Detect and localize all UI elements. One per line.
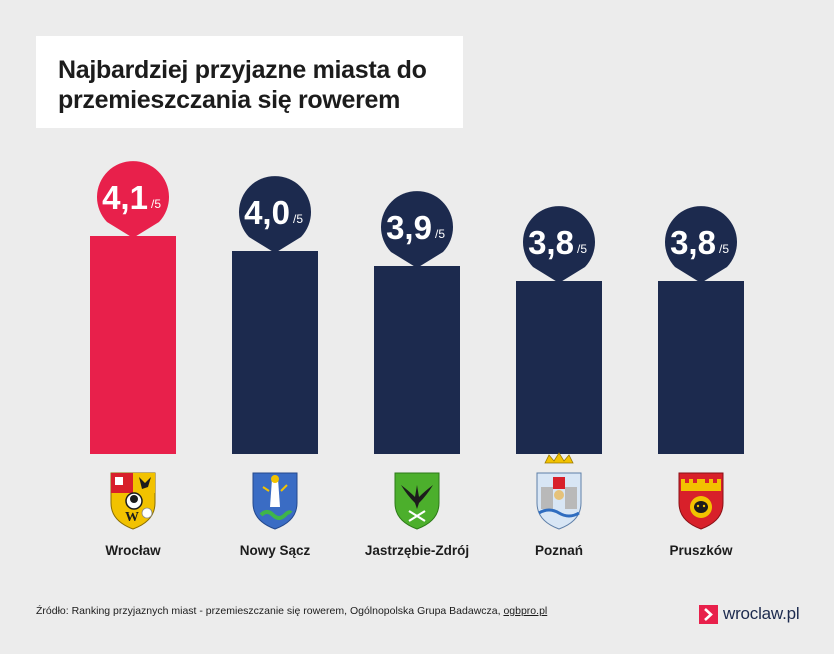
brand-name: wroclaw.pl <box>723 604 800 623</box>
chevron-right-icon <box>699 604 718 624</box>
value-label-3: 3,8 <box>528 224 574 261</box>
value-suffix-2: /5 <box>435 227 445 241</box>
value-label-0: 4,1 <box>102 179 148 216</box>
category-label-0: Wrocław <box>105 543 161 558</box>
value-label-1: 4,0 <box>244 194 290 231</box>
value-suffix-3: /5 <box>577 242 587 256</box>
jastrzebie-zdroj-crest-icon <box>394 472 440 530</box>
value-suffix-4: /5 <box>719 242 729 256</box>
chart-title: Najbardziej przyjazne miasta do przemies… <box>58 56 427 114</box>
category-label-4: Pruszków <box>669 543 733 558</box>
value-label-4: 3,8 <box>670 224 716 261</box>
poznan-crest-icon <box>536 452 582 530</box>
brand-logo[interactable]: wroclaw.pl <box>699 600 800 628</box>
source-note: Źródło: Ranking przyjaznych miast - prze… <box>36 605 547 617</box>
value-pin-4 <box>665 206 737 283</box>
value-pin-2 <box>381 191 454 268</box>
title-box: Najbardziej przyjazne miasta do przemies… <box>36 36 463 128</box>
value-pin-0 <box>97 161 170 238</box>
bar-1 <box>232 251 318 454</box>
bar-chart: 4,1/5 W Wrocław 4,0/5 Nowy Sącz 3,9/5 Jastrzęb… <box>90 161 744 558</box>
value-suffix-0: /5 <box>151 197 161 211</box>
pruszkow-crest-icon <box>678 472 724 530</box>
bar-4 <box>658 281 744 454</box>
bar-2 <box>374 266 460 454</box>
value-label-2: 3,9 <box>386 209 432 246</box>
value-pin-3 <box>523 206 595 283</box>
source-link[interactable]: ogbpro.pl <box>503 605 548 617</box>
source-text: Źródło: Ranking przyjaznych miast - prze… <box>36 605 504 617</box>
category-label-3: Poznań <box>535 543 583 558</box>
svg-text:W: W <box>125 510 139 525</box>
value-pin-1 <box>239 176 311 253</box>
nowy-sacz-crest-icon <box>252 472 298 530</box>
wroclaw-crest-icon: W <box>110 472 156 530</box>
category-label-1: Nowy Sącz <box>240 543 311 558</box>
value-suffix-1: /5 <box>293 212 303 226</box>
bar-3 <box>516 281 602 454</box>
category-label-2: Jastrzębie-Zdrój <box>365 543 469 558</box>
bar-0 <box>90 236 176 454</box>
